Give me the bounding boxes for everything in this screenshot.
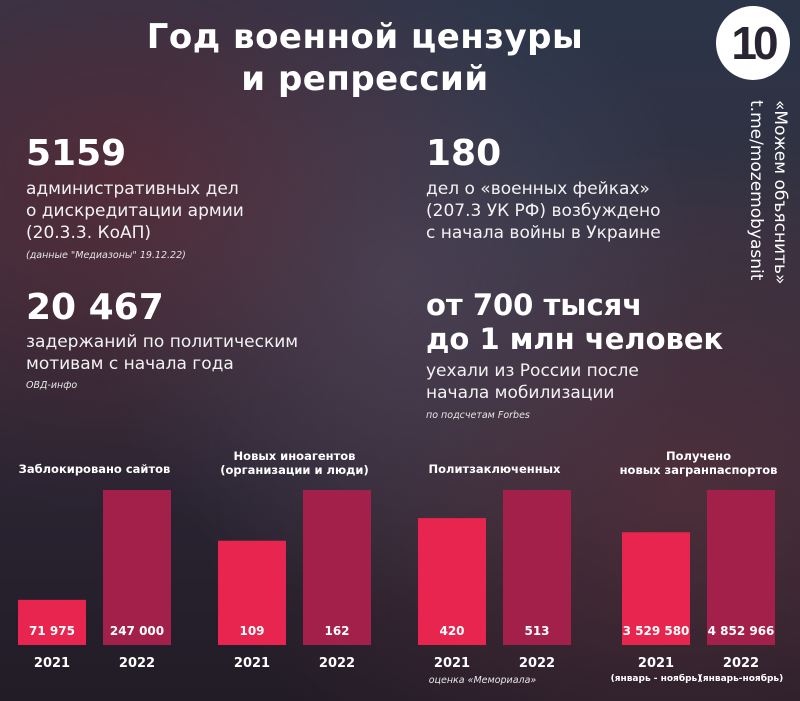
channel-credit: «Можем объяснить» t.me/mozemobyasnit	[742, 100, 798, 360]
chart-3-category-label-2022: 2022	[519, 656, 555, 671]
chart-3-category-label-2021: 2021	[434, 656, 470, 671]
chart-3-value-label-2022: 513	[524, 624, 549, 638]
chart-2-title-line1: Новых иноагентов	[234, 449, 356, 463]
chart-4-note-2022: (январь-ноябрь)	[699, 673, 783, 684]
chart-1-category-label-2022: 2022	[119, 656, 155, 671]
chart-2-value-label-2021: 109	[239, 624, 264, 638]
stat-admin-cases-number: 5159	[26, 133, 127, 174]
chart-4-value-label-2021: 3 529 580	[623, 624, 690, 638]
stat-fake-cases-line3: с начала войны в Украине	[426, 223, 661, 243]
chart-4-title-line1: Получено	[666, 449, 731, 463]
charts-area: Заблокировано сайтов 71 975 2021 247 000 202…	[0, 440, 800, 701]
chart-4-value-label-2022: 4 852 966	[708, 624, 775, 638]
page-title-line1: Год военной цензуры	[146, 17, 584, 57]
chart-2-category-label-2021: 2021	[234, 656, 270, 671]
stat-fake-cases-number: 180	[426, 133, 502, 174]
stat-detentions-number: 20 467	[26, 287, 164, 328]
chart-3-title-line1: Политзаключенных	[429, 462, 562, 476]
stat-fake-cases-line2: (207.3 УК РФ) возбуждено	[426, 201, 661, 221]
chart-4-category-label-2021: 2021	[638, 656, 674, 671]
chart-2-bar-2021	[218, 540, 286, 645]
channel-link[interactable]: t.me/mozemobyasnit	[746, 100, 766, 281]
stat-emigration-number-line1: от 700 тысяч	[426, 288, 643, 322]
chart-1-bar-2022	[103, 490, 171, 645]
chart-4-bar-2022	[707, 490, 775, 645]
chart-3-value-label-2021: 420	[439, 624, 464, 638]
chart-3-bar-2021	[418, 518, 486, 645]
stat-emigration-line1: уехали из России после	[426, 361, 639, 381]
stat-emigration-source: по подсчетам Forbes	[426, 410, 530, 421]
stat-admin-cases: 5159 административных дел о дискредитаци…	[26, 133, 366, 262]
stat-admin-cases-line1: административных дел	[26, 179, 239, 199]
chart-4-bar-2021	[622, 532, 690, 645]
stat-emigration: от 700 тысяч до 1 млн человек уехали из …	[426, 288, 726, 421]
chart-1-bar-2021	[18, 599, 86, 645]
stat-detentions-line1: задержаний по политическим	[26, 332, 299, 352]
channel-name: «Можем объяснить»	[770, 100, 790, 285]
stat-admin-cases-source: (данные "Медиазоны" 19.12.22)	[26, 250, 186, 261]
chart-2-bar-2022	[303, 490, 371, 645]
stat-fake-cases-line1: дел о «военных фейках»	[426, 179, 650, 199]
stat-admin-cases-line2: о дискредитации армии	[26, 201, 244, 221]
page-title-line2: и репрессий	[241, 59, 489, 99]
chart-3-footnote: оценка «Мемориала»	[429, 675, 537, 686]
chart-3-bar-2022	[503, 490, 571, 645]
chart-4-category-label-2022: 2022	[723, 656, 759, 671]
channel-logo: 10	[716, 6, 790, 80]
chart-2-value-label-2022: 162	[324, 624, 349, 638]
stat-detentions-line2: мотивам с начала года	[26, 354, 234, 374]
stat-emigration-line2: начала мобилизации	[426, 383, 615, 403]
chart-2-category-label-2022: 2022	[319, 656, 355, 671]
chart-1-title-line1: Заблокировано сайтов	[19, 462, 171, 476]
chart-2-title-line2: (организации и люди)	[220, 463, 369, 477]
stat-detentions-source: ОВД-инфо	[26, 380, 78, 391]
stat-detentions: 20 467 задержаний по политическим мотива…	[26, 287, 366, 392]
chart-1-category-label-2021: 2021	[34, 656, 70, 671]
chart-4-title-line2: новых загранпаспортов	[620, 463, 778, 477]
stat-emigration-number-line2: до 1 млн человек	[426, 322, 724, 356]
bar-charts: Заблокировано сайтов 71 975 2021 247 000 202…	[18, 449, 783, 686]
page-title: Год военной цензуры и репрессий	[130, 16, 600, 100]
stat-fake-cases: 180 дел о «военных фейках» (207.3 УК РФ)…	[426, 134, 726, 244]
chart-1-value-label-2021: 71 975	[29, 624, 75, 638]
chart-4-note-2021: (январь - ноябрь)	[611, 673, 702, 684]
stat-admin-cases-line3: (20.3.3. КоАП)	[26, 223, 152, 243]
chart-1-value-label-2022: 247 000	[110, 624, 164, 638]
